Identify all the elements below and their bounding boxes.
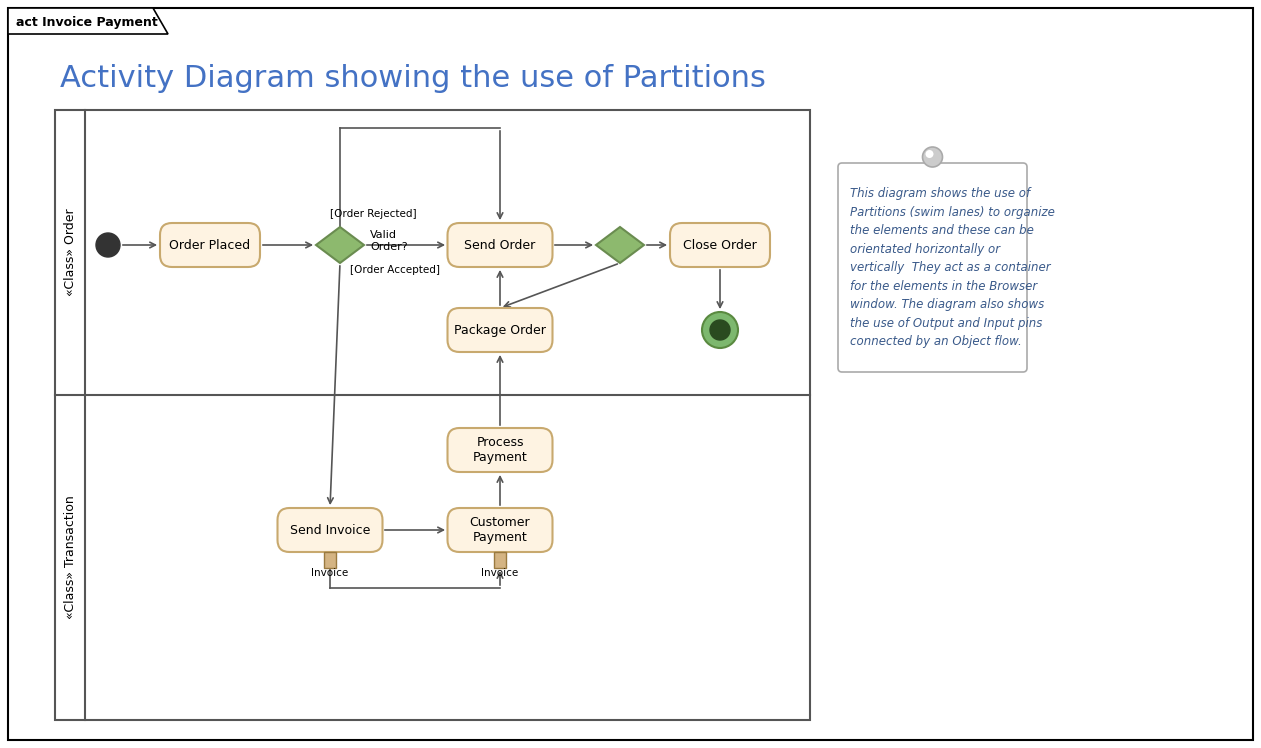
Text: Close Order: Close Order bbox=[683, 239, 757, 251]
Text: Send Invoice: Send Invoice bbox=[290, 524, 371, 536]
Text: «Class» Order: «Class» Order bbox=[63, 209, 77, 296]
Bar bbox=[324, 552, 335, 568]
Text: act Invoice Payment: act Invoice Payment bbox=[16, 16, 158, 28]
FancyBboxPatch shape bbox=[448, 508, 552, 552]
Bar bbox=[55, 110, 810, 720]
Text: Invoice: Invoice bbox=[311, 568, 348, 578]
Text: Activity Diagram showing the use of Partitions: Activity Diagram showing the use of Part… bbox=[61, 64, 765, 93]
Text: [Order Accepted]: [Order Accepted] bbox=[351, 265, 440, 275]
Text: Send Order: Send Order bbox=[464, 239, 536, 251]
Text: Invoice: Invoice bbox=[482, 568, 518, 578]
FancyBboxPatch shape bbox=[277, 508, 382, 552]
Text: [Order Rejected]: [Order Rejected] bbox=[330, 209, 416, 219]
Circle shape bbox=[702, 312, 738, 348]
Text: Package Order: Package Order bbox=[454, 323, 546, 337]
Polygon shape bbox=[8, 8, 168, 34]
FancyBboxPatch shape bbox=[448, 223, 552, 267]
FancyBboxPatch shape bbox=[448, 308, 552, 352]
Polygon shape bbox=[317, 227, 364, 263]
Text: Order Placed: Order Placed bbox=[169, 239, 251, 251]
Circle shape bbox=[926, 150, 933, 158]
Polygon shape bbox=[596, 227, 644, 263]
Text: Process
Payment: Process Payment bbox=[473, 436, 527, 464]
Text: Valid
Order?: Valid Order? bbox=[369, 230, 407, 252]
FancyBboxPatch shape bbox=[448, 428, 552, 472]
Circle shape bbox=[923, 147, 942, 167]
Text: This diagram shows the use of
Partitions (swim lanes) to organize
the elements a: This diagram shows the use of Partitions… bbox=[850, 187, 1055, 348]
Bar bbox=[494, 552, 506, 568]
Text: «Class» Transaction: «Class» Transaction bbox=[63, 496, 77, 619]
FancyBboxPatch shape bbox=[839, 163, 1026, 372]
FancyBboxPatch shape bbox=[160, 223, 260, 267]
Circle shape bbox=[96, 233, 120, 257]
FancyBboxPatch shape bbox=[670, 223, 770, 267]
Text: Customer
Payment: Customer Payment bbox=[469, 516, 531, 544]
Circle shape bbox=[710, 320, 730, 340]
